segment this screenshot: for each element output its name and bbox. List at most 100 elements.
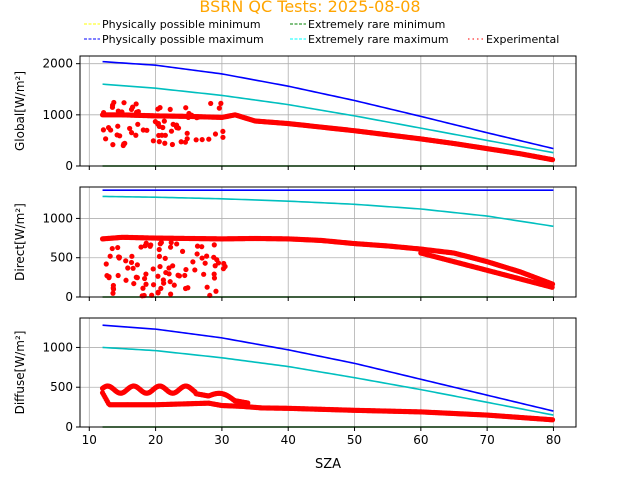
data-point (150, 282, 157, 288)
legend-label: Physically possible maximum (102, 33, 264, 46)
data-point (182, 272, 188, 279)
data-point (155, 273, 161, 279)
legend-entry: Extremely rare minimum (290, 18, 445, 31)
data-point (147, 243, 153, 249)
data-point (221, 260, 227, 267)
data-point (185, 285, 191, 291)
x-tick-label: 80 (546, 433, 561, 447)
x-tick-label: 10 (82, 433, 97, 447)
data-point (138, 244, 144, 250)
data-point (549, 417, 556, 423)
data-point (131, 280, 137, 287)
legend-entry: Experimental (468, 33, 559, 46)
data-point (158, 285, 164, 291)
data-point (549, 284, 555, 290)
data-point (184, 130, 190, 136)
data-point (128, 130, 135, 136)
data-point (192, 267, 198, 273)
data-point (108, 127, 114, 133)
data-point (215, 260, 222, 266)
data-point (193, 137, 199, 143)
data-point (116, 255, 122, 261)
data-point (157, 104, 163, 111)
data-point (110, 142, 116, 148)
data-point (159, 132, 165, 138)
data-point (167, 279, 173, 285)
data-point (194, 251, 200, 257)
data-point (143, 240, 149, 246)
data-point (211, 254, 217, 260)
legend-label: Extremely rare maximum (308, 33, 449, 46)
data-point (101, 110, 107, 116)
data-point (110, 290, 116, 296)
data-point (123, 277, 129, 283)
data-point (174, 241, 180, 247)
data-point (167, 106, 173, 113)
y-axis-label: Global[W/m²] (13, 71, 27, 151)
data-point (194, 243, 201, 249)
data-point (117, 133, 123, 139)
legend-label: Experimental (486, 33, 559, 46)
data-point (128, 259, 135, 266)
data-point (178, 139, 184, 145)
data-point (220, 266, 227, 272)
y-tick-label: 1000 (42, 211, 73, 225)
data-point (133, 101, 139, 107)
data-point (176, 273, 183, 279)
panel-direct: 0 500 1000 Direct[W/m²] (13, 186, 577, 304)
legend-entry: Physically possible minimum (84, 18, 261, 31)
series-extremely-rare-maximum (102, 346, 554, 416)
data-point (171, 282, 177, 288)
data-point (162, 255, 168, 261)
data-point (103, 261, 109, 267)
series-experimental (99, 99, 556, 163)
data-point (211, 271, 217, 277)
data-point (199, 244, 205, 250)
y-tick-label: 500 (50, 380, 73, 394)
data-point (150, 138, 156, 144)
data-point (158, 239, 164, 246)
data-point (204, 253, 210, 259)
data-point (190, 259, 196, 265)
data-point (220, 134, 226, 140)
data-point (110, 282, 116, 289)
data-point (129, 253, 135, 259)
data-point (120, 142, 126, 149)
axes-frame (79, 55, 577, 167)
y-tick-label: 1000 (42, 108, 73, 122)
data-point (134, 262, 140, 268)
x-tick-label: 60 (413, 433, 428, 447)
series-extremely-rare-maximum (102, 195, 554, 228)
series-experimental (99, 383, 556, 423)
data-point (168, 239, 174, 246)
data-point (125, 265, 131, 271)
x-tick-label: 40 (281, 433, 296, 447)
data-point (183, 105, 189, 111)
y-tick-label: 0 (65, 159, 73, 173)
data-point (173, 122, 180, 128)
y-tick-label: 0 (65, 420, 73, 434)
data-point (156, 246, 162, 253)
y-tick-label: 0 (65, 290, 73, 304)
data-point (123, 258, 129, 264)
series-physically-possible-maximum (102, 60, 554, 150)
data-point (212, 131, 219, 137)
data-point (150, 266, 156, 272)
axes-frame (79, 186, 577, 298)
data-point (199, 255, 205, 261)
y-tick-label: 1000 (42, 340, 73, 354)
data-point (168, 128, 175, 134)
data-point (115, 123, 121, 129)
x-tick-label: 70 (480, 433, 495, 447)
data-point (143, 281, 149, 287)
x-tick-label: 30 (214, 433, 229, 447)
data-point (163, 269, 169, 276)
data-point (110, 286, 117, 292)
data-point (111, 99, 117, 106)
data-point (140, 127, 146, 133)
x-axis-label: SZA (315, 457, 341, 472)
y-tick-label: 500 (50, 251, 73, 265)
data-point (216, 105, 222, 111)
data-point (218, 100, 224, 106)
legend-label: Extremely rare minimum (308, 18, 445, 31)
